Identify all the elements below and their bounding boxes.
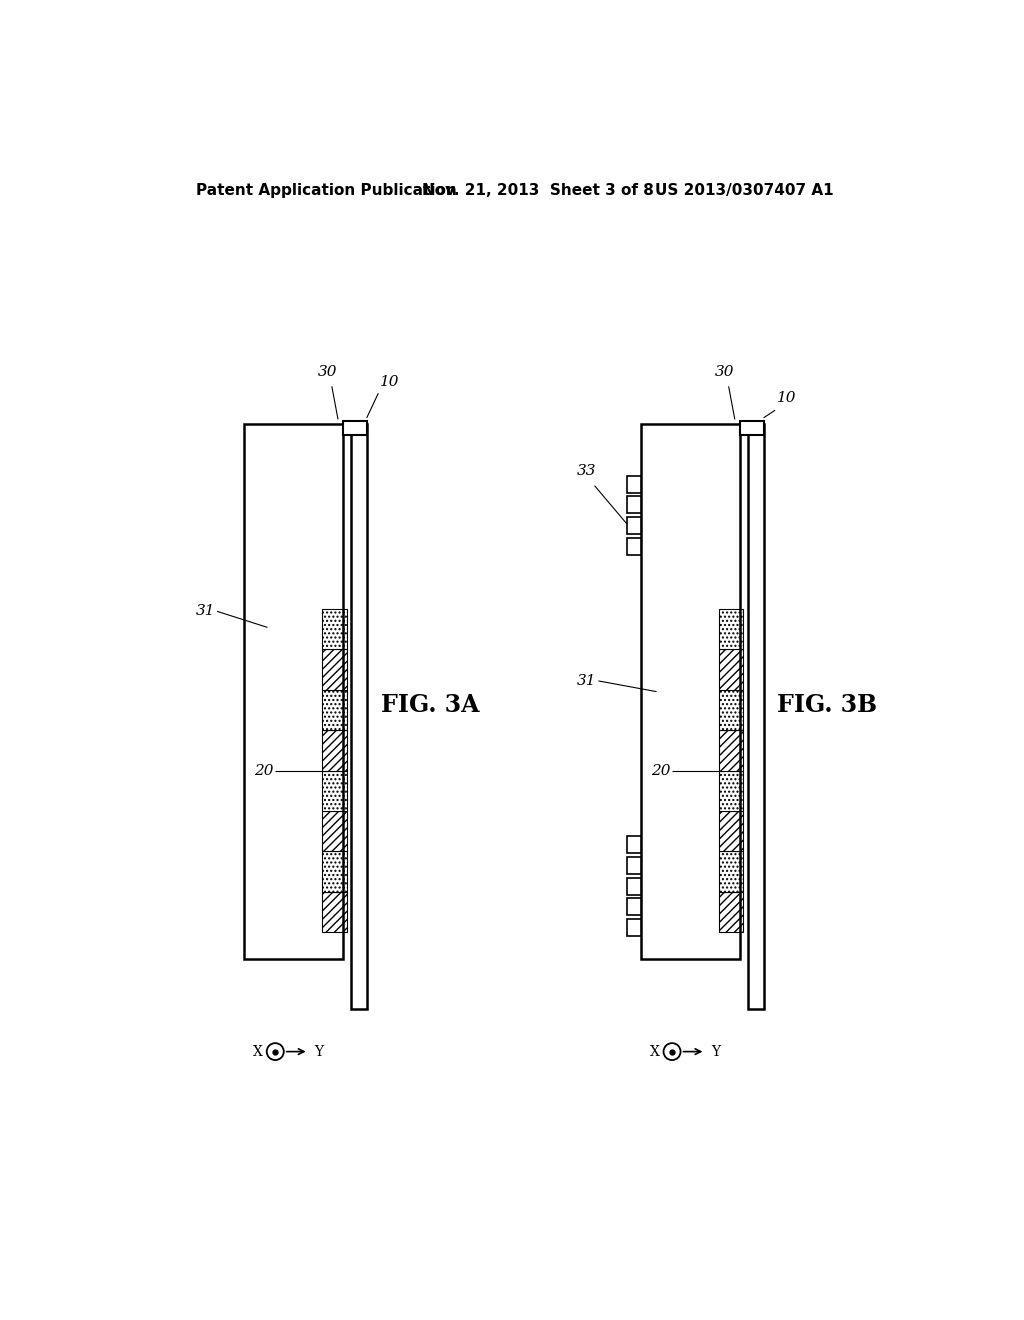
- Bar: [627, 517, 641, 535]
- Text: 20: 20: [650, 763, 670, 777]
- Bar: [719, 649, 743, 689]
- Text: 20: 20: [254, 763, 273, 777]
- Text: US 2013/0307407 A1: US 2013/0307407 A1: [655, 183, 834, 198]
- Bar: [627, 539, 641, 554]
- Bar: [740, 421, 764, 434]
- Bar: [719, 771, 743, 810]
- Bar: [719, 730, 743, 771]
- Text: Nov. 21, 2013  Sheet 3 of 8: Nov. 21, 2013 Sheet 3 of 8: [423, 183, 654, 198]
- Text: 31: 31: [578, 675, 597, 688]
- Bar: [343, 421, 367, 434]
- Bar: [719, 851, 743, 892]
- Text: FIG. 3A: FIG. 3A: [381, 693, 479, 717]
- Bar: [322, 810, 346, 851]
- Text: Y: Y: [711, 1044, 720, 1059]
- Text: 10: 10: [380, 375, 399, 389]
- Bar: [627, 496, 641, 513]
- Bar: [719, 609, 743, 649]
- Bar: [627, 836, 641, 853]
- Bar: [719, 810, 743, 851]
- Bar: [322, 649, 346, 689]
- Text: 30: 30: [318, 364, 338, 379]
- Text: FIG. 3B: FIG. 3B: [777, 693, 877, 717]
- Bar: [322, 730, 346, 771]
- Bar: [627, 919, 641, 936]
- Text: X: X: [253, 1044, 263, 1059]
- Text: 31: 31: [196, 605, 215, 618]
- Bar: [719, 892, 743, 932]
- Text: Y: Y: [314, 1044, 324, 1059]
- Text: Patent Application Publication: Patent Application Publication: [197, 183, 457, 198]
- Text: 10: 10: [776, 391, 797, 405]
- Bar: [322, 851, 346, 892]
- Text: X: X: [650, 1044, 659, 1059]
- Bar: [627, 857, 641, 874]
- Bar: [627, 899, 641, 915]
- Bar: [719, 689, 743, 730]
- Bar: [245, 424, 343, 960]
- Bar: [641, 424, 740, 960]
- Bar: [627, 878, 641, 895]
- Bar: [322, 689, 346, 730]
- Bar: [322, 892, 346, 932]
- Bar: [322, 609, 346, 649]
- Bar: [748, 424, 764, 1010]
- Bar: [351, 424, 367, 1010]
- Bar: [627, 475, 641, 492]
- Text: 30: 30: [715, 364, 734, 379]
- Bar: [322, 771, 346, 810]
- Text: 33: 33: [578, 463, 597, 478]
